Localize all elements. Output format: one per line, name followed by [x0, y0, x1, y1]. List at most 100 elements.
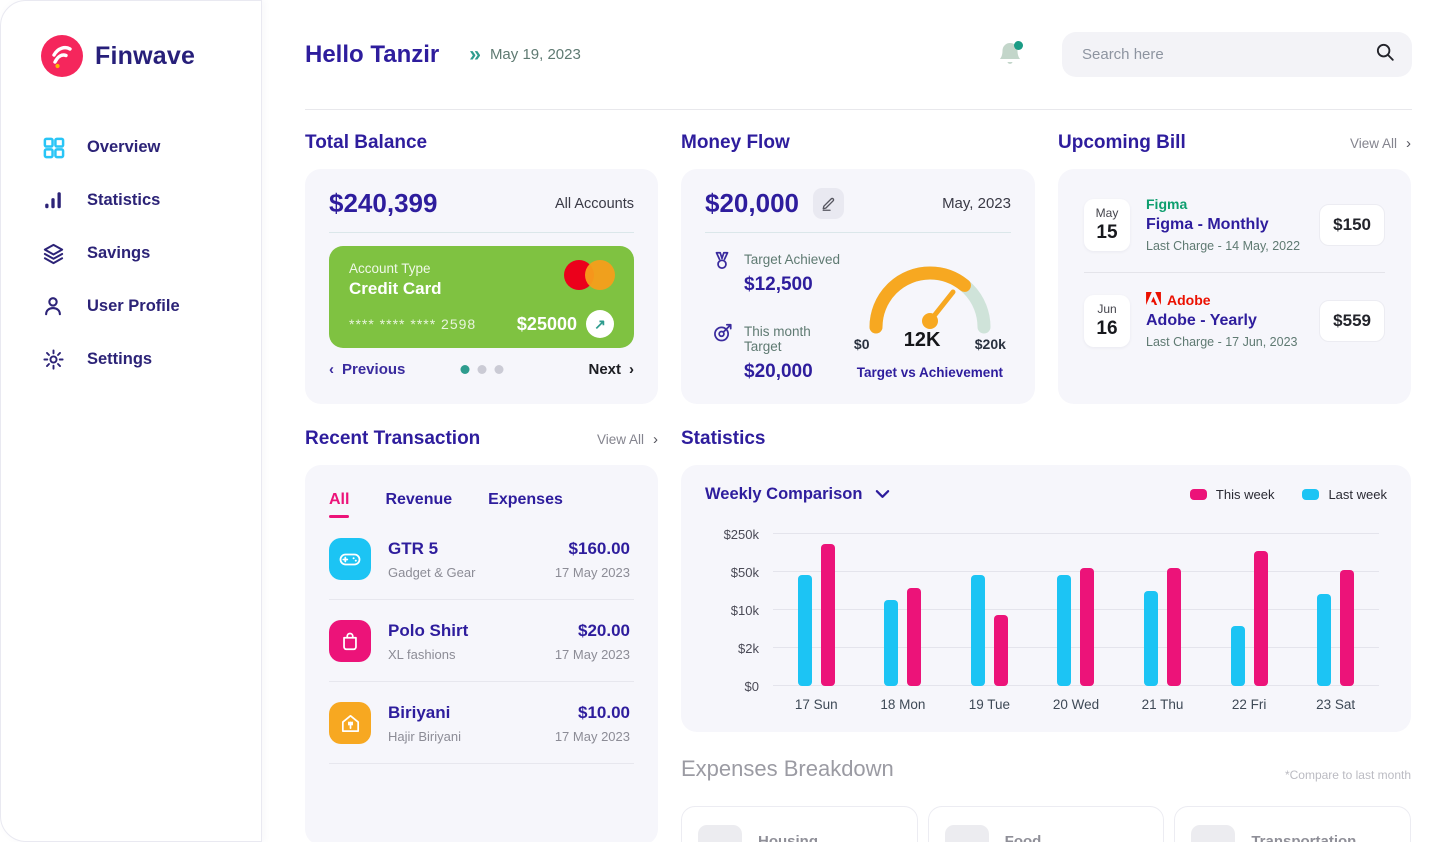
credit-card[interactable]: Account Type Credit Card **** **** **** … [329, 246, 634, 348]
transaction-row[interactable]: Polo Shirt XL fashions $20.00 17 May 202… [329, 600, 634, 682]
adobe-brand-name: Adobe [1167, 292, 1211, 308]
transaction-date: 17 May 2023 [554, 728, 630, 744]
expense-card-housing[interactable]: Housing [681, 806, 918, 842]
sidebar-item-label: Savings [87, 243, 151, 262]
x-axis-label: 20 Wed [1052, 697, 1100, 712]
recent-transaction-view-all[interactable]: View All › [596, 430, 658, 448]
arrow-up-right-icon[interactable]: ↗ [586, 310, 614, 338]
user-icon [41, 294, 65, 318]
chevron-left-icon: ‹ [329, 361, 334, 378]
page-header: Hello Tanzir » May 19, 2023 [305, 0, 1412, 110]
x-axis-label: 21 Thu [1141, 697, 1184, 712]
chart-legend: This week Last week [1189, 487, 1387, 502]
restaurant-icon [329, 702, 371, 744]
pagination-dot[interactable] [477, 365, 486, 374]
header-date: May 19, 2023 [489, 46, 581, 63]
search-input[interactable] [1082, 46, 1374, 63]
total-balance-amount: $240,399 [329, 188, 438, 218]
sidebar-item-settings[interactable]: Settings [41, 347, 261, 371]
sidebar-item-user-profile[interactable]: User Profile [41, 294, 261, 318]
compare-note: *Compare to last month [1284, 768, 1411, 782]
greeting: Hello Tanzir [305, 40, 440, 68]
bar-last-week [1230, 626, 1245, 686]
bar-group: 20 Wed [1053, 534, 1099, 712]
tab-all[interactable]: All [329, 491, 350, 518]
upcoming-bill-card: May 15 Figma Figma - Monthly Last Charge… [1058, 169, 1411, 404]
transaction-date: 17 May 2023 [554, 646, 630, 662]
statistics-card: Weekly Comparison This week [681, 465, 1411, 732]
sidebar-item-label: Overview [87, 137, 161, 156]
upcoming-bill-view-all[interactable]: View All › [1349, 134, 1411, 152]
transaction-row[interactable]: Biriyani Hajir Biriyani $10.00 17 May 20… [329, 682, 634, 764]
gauge-max-label: $20k [974, 336, 1006, 352]
weekly-comparison-dropdown[interactable]: Weekly Comparison [705, 485, 890, 504]
bill-row-adobe[interactable]: Jun 16 Adobe [1084, 292, 1385, 349]
sidebar-item-statistics[interactable]: Statistics [41, 188, 261, 212]
edit-button[interactable] [812, 188, 844, 219]
bar-group: 18 Mon [880, 534, 925, 712]
tab-expenses[interactable]: Expenses [488, 491, 563, 508]
tab-revenue[interactable]: Revenue [385, 491, 453, 508]
sidebar-item-savings[interactable]: Savings [41, 241, 261, 265]
pagination-dot-active[interactable] [460, 365, 469, 374]
legend-this-week: This week [1189, 487, 1274, 502]
recent-transaction-section: Recent Transaction View All › All Revenu… [305, 428, 658, 842]
pagination-dot[interactable] [494, 365, 503, 374]
recent-transaction-card: All Revenue Expenses [305, 465, 658, 842]
next-button[interactable]: Next › [588, 361, 634, 378]
bar-last-week [797, 574, 812, 686]
upcoming-bill-title: Upcoming Bill [1058, 132, 1186, 153]
bar-this-week [820, 543, 835, 686]
brand-logo[interactable]: Finwave [41, 35, 261, 77]
bill-row-figma[interactable]: May 15 Figma Figma - Monthly Last Charge… [1084, 196, 1385, 253]
expenses-breakdown-section: Expenses Breakdown *Compare to last mont… [681, 756, 1411, 842]
bill-last-charge: Last Charge - 17 Jun, 2023 [1146, 335, 1298, 349]
grid-icon [41, 135, 65, 159]
gridline [773, 533, 1379, 534]
money-flow-period: May, 2023 [942, 195, 1011, 212]
divider [329, 232, 634, 233]
account-type-value: Credit Card [349, 279, 442, 298]
expense-card-transportation[interactable]: Transportation [1174, 806, 1411, 842]
statistics-title: Statistics [681, 428, 766, 449]
bill-amount: $150 [1319, 203, 1385, 246]
x-axis-label: 23 Sat [1316, 697, 1356, 712]
bar-this-week [1253, 551, 1268, 686]
brand-name: Finwave [95, 41, 196, 70]
transaction-amount: $20.00 [578, 620, 630, 640]
search-bar [1062, 32, 1412, 77]
target-achieved-value: $12,500 [744, 274, 813, 295]
gauge-min-label: $0 [853, 336, 870, 352]
account-type-label: Account Type [349, 261, 431, 276]
y-axis-label: $250k [723, 527, 759, 542]
medal-icon [711, 250, 733, 296]
gridline [773, 571, 1379, 572]
sidebar-item-overview[interactable]: Overview [41, 135, 261, 159]
card-amount: $25000 [516, 313, 577, 334]
month-target-value: $20,000 [744, 361, 813, 382]
transaction-row[interactable]: GTR 5 Gadget & Gear $160.00 17 May 2023 [329, 518, 634, 600]
sidebar: Finwave Overview [0, 0, 262, 842]
bar-this-week [1167, 567, 1182, 686]
bar-this-week [1080, 567, 1095, 686]
notification-dot [1014, 40, 1023, 50]
y-axis-label: $2k [738, 641, 759, 656]
total-balance-card: $240,399 All Accounts Account Type Credi… [305, 169, 658, 404]
chevron-right-icon: › [653, 430, 658, 448]
category-icon-placeholder [944, 825, 989, 842]
legend-last-week: Last week [1302, 487, 1387, 502]
previous-button[interactable]: ‹ Previous [329, 361, 406, 378]
notification-bell-icon[interactable] [998, 40, 1024, 69]
money-flow-title: Money Flow [681, 132, 790, 153]
transaction-name: Polo Shirt [388, 620, 469, 640]
divider [1084, 272, 1385, 273]
bill-amount: $559 [1319, 299, 1385, 342]
gear-icon [41, 347, 65, 371]
expense-card-food[interactable]: Food [927, 806, 1165, 842]
transaction-category: Gadget & Gear [388, 564, 476, 580]
weekly-bar-chart: $0 $2k $10k $50k $250k 17 Sun 18 Mon 19 Tue 20 W… [724, 527, 1379, 712]
sidebar-item-label: User Profile [87, 296, 180, 315]
transaction-category: XL fashions [388, 646, 456, 662]
transaction-amount: $10.00 [578, 702, 630, 722]
